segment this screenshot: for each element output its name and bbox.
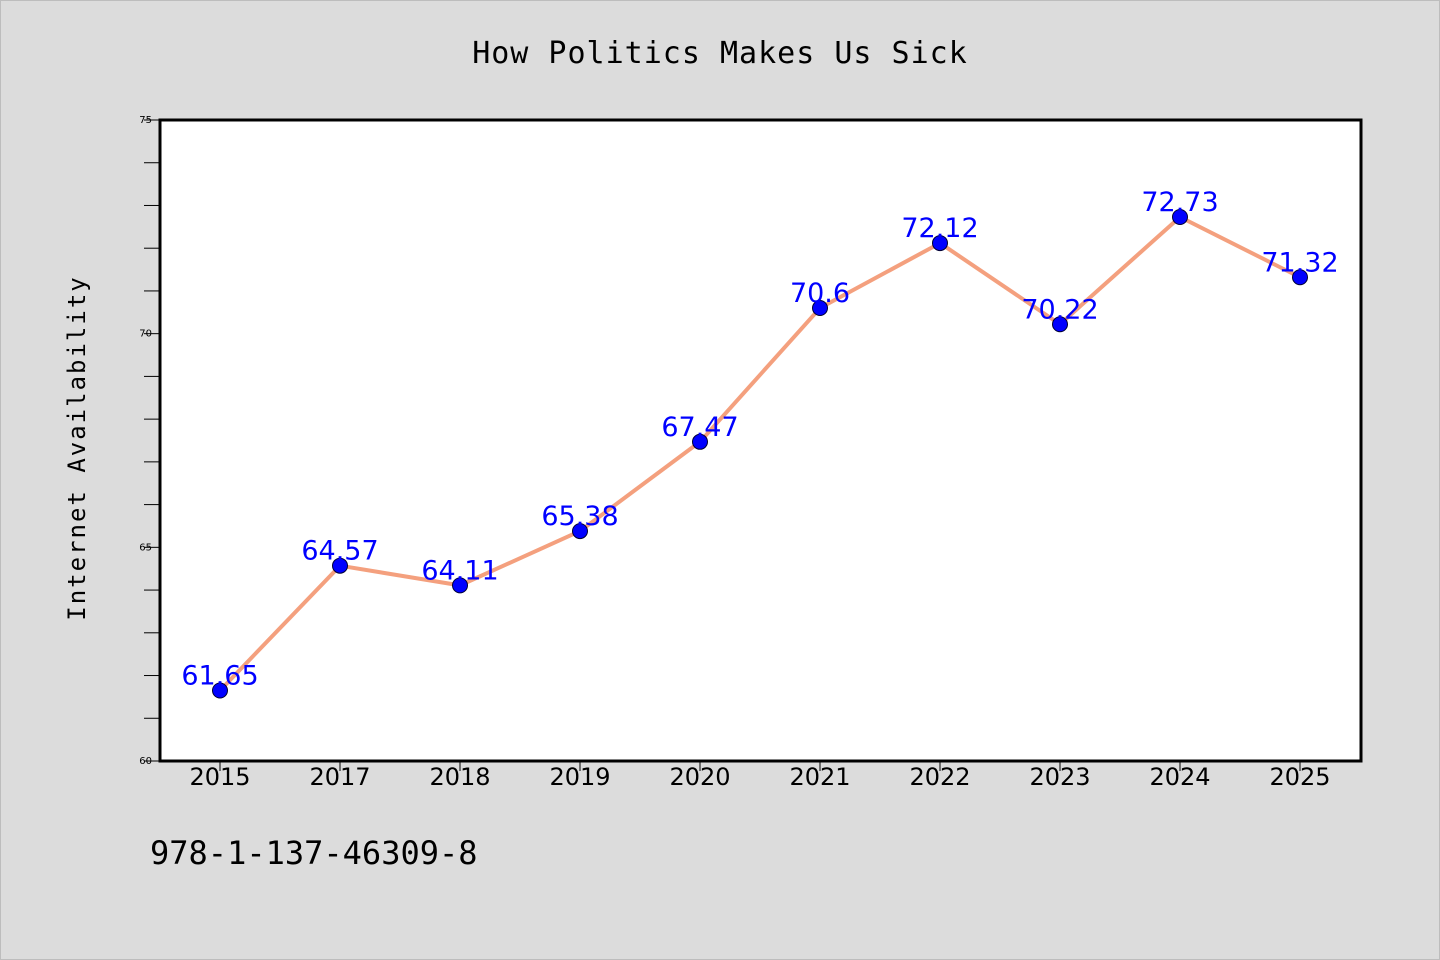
x-tick-label: 2022: [909, 763, 970, 791]
data-point: [932, 235, 948, 252]
data-label: 65.38: [541, 501, 618, 532]
data-label: 64.11: [421, 555, 498, 586]
data-label: 67.47: [661, 412, 738, 443]
x-tick-label: 2023: [1029, 763, 1090, 791]
data-point: [212, 682, 228, 699]
x-tick-label: 2020: [669, 763, 730, 791]
y-axis-label: Internet Availability: [63, 275, 91, 620]
data-label: 70.22: [1021, 294, 1098, 325]
data-point: [1292, 269, 1308, 286]
series-layer: [212, 209, 1308, 699]
data-label-layer: 61.65 64.57 64.11 65.38 67.47 70.6 72.12 70.22 7…: [181, 187, 1338, 691]
y-tick-label: 75: [139, 115, 152, 126]
data-point: [452, 577, 468, 594]
y-tick-label: 65: [139, 542, 152, 553]
x-tick-label: 2018: [429, 763, 490, 791]
data-label: 72.73: [1141, 187, 1218, 218]
data-label: 64.57: [301, 536, 378, 567]
data-point: [572, 523, 588, 540]
series-line: [218, 215, 1302, 693]
data-label: 61.65: [181, 660, 258, 691]
data-label: 70.6: [790, 278, 850, 309]
x-axis: 2015 2017 2018 2019 2020 2021 2022 2023 2024 2025: [189, 761, 1331, 791]
chart-title: How Politics Makes Us Sick: [472, 36, 968, 71]
isbn-text: 978-1-137-46309-8: [150, 834, 478, 872]
data-label: 72.12: [901, 213, 978, 244]
data-point: [812, 300, 828, 317]
data-point: [332, 557, 348, 574]
y-tick-label: 70: [139, 329, 152, 340]
x-tick-label: 2017: [309, 763, 370, 791]
data-point: [692, 433, 708, 450]
plot-area: [158, 118, 1363, 763]
x-tick-label: 2015: [189, 763, 250, 791]
x-tick-label: 2024: [1149, 763, 1210, 791]
data-point: [1172, 209, 1188, 226]
x-tick-label: 2021: [789, 763, 850, 791]
data-point: [1052, 316, 1068, 333]
data-label: 71.32: [1261, 247, 1338, 278]
y-tick-label: 60: [139, 756, 152, 767]
x-tick-label: 2019: [549, 763, 610, 791]
y-axis: 60 65 70 75: [139, 115, 160, 767]
x-tick-label: 2025: [1269, 763, 1330, 791]
